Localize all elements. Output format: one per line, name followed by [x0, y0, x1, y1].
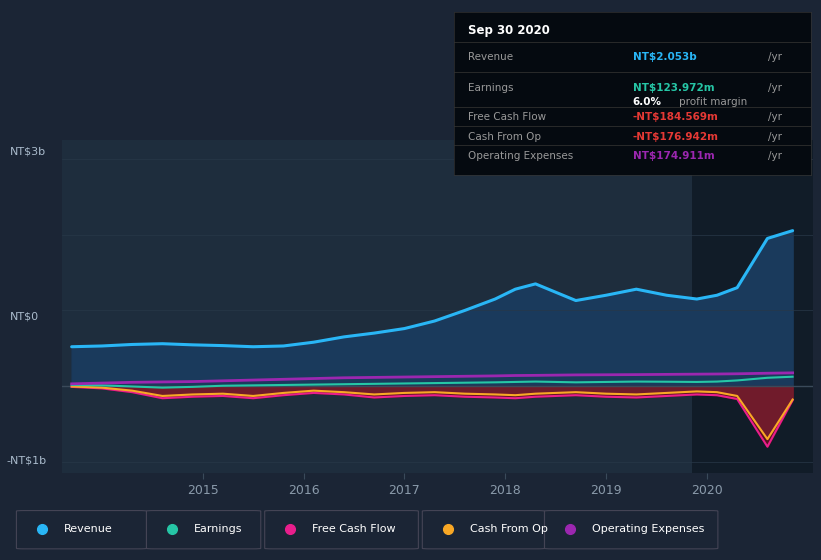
- Text: profit margin: profit margin: [679, 97, 747, 108]
- Text: -NT$176.942m: -NT$176.942m: [633, 132, 718, 142]
- Text: Free Cash Flow: Free Cash Flow: [312, 524, 396, 534]
- Text: /yr: /yr: [768, 52, 782, 62]
- Text: -NT$1b: -NT$1b: [7, 455, 47, 465]
- Text: Sep 30 2020: Sep 30 2020: [468, 24, 550, 37]
- Text: /yr: /yr: [768, 83, 782, 93]
- Text: /yr: /yr: [768, 132, 782, 142]
- Bar: [692, 140, 818, 473]
- Text: Free Cash Flow: Free Cash Flow: [468, 112, 547, 122]
- Text: Revenue: Revenue: [468, 52, 513, 62]
- Text: Earnings: Earnings: [194, 524, 242, 534]
- Text: NT$174.911m: NT$174.911m: [633, 151, 714, 161]
- Text: NT$2.053b: NT$2.053b: [633, 52, 696, 62]
- Text: NT$123.972m: NT$123.972m: [633, 83, 714, 93]
- Text: Revenue: Revenue: [64, 524, 112, 534]
- Text: Operating Expenses: Operating Expenses: [592, 524, 704, 534]
- Text: /yr: /yr: [768, 151, 782, 161]
- Text: Cash From Op: Cash From Op: [470, 524, 548, 534]
- Text: -NT$184.569m: -NT$184.569m: [633, 112, 718, 122]
- Text: NT$3b: NT$3b: [10, 146, 46, 156]
- Text: NT$0: NT$0: [10, 311, 39, 321]
- Text: Operating Expenses: Operating Expenses: [468, 151, 574, 161]
- Text: Cash From Op: Cash From Op: [468, 132, 541, 142]
- Text: 6.0%: 6.0%: [633, 97, 662, 108]
- Text: /yr: /yr: [768, 112, 782, 122]
- Text: Earnings: Earnings: [468, 83, 514, 93]
